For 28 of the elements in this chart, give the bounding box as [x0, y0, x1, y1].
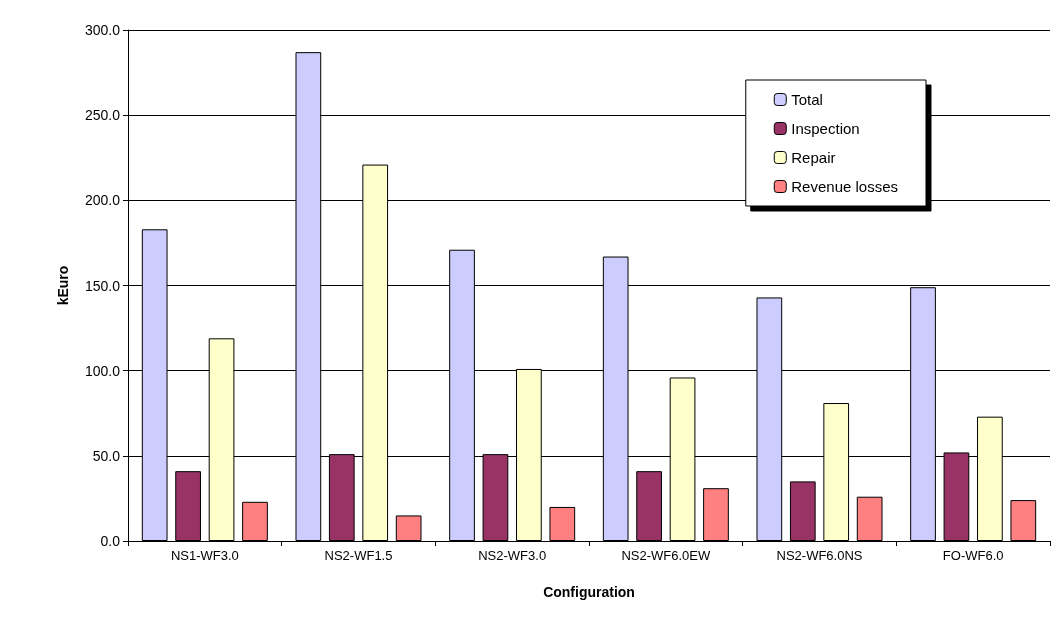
- bar: [789, 481, 816, 541]
- bar: [1010, 500, 1037, 541]
- x-tick-label: NS1-WF3.0: [170, 548, 239, 563]
- legend-label: Total: [791, 91, 823, 108]
- y-tick-label: 0.0: [100, 533, 121, 549]
- y-axis-title: kEuro: [55, 265, 71, 306]
- x-tick-label: FO-WF6.0: [942, 548, 1004, 563]
- bar: [242, 501, 268, 541]
- y-tick-label: 100.0: [84, 362, 121, 379]
- y-tick-label: 150.0: [84, 277, 121, 294]
- y-tick-label: 300.0: [84, 22, 121, 38]
- x-tick-label: NS2-WF6.0EW: [621, 548, 711, 563]
- x-tick-label: NS2-WF6.0NS: [776, 548, 863, 563]
- x-axis-title: Configuration: [543, 584, 635, 600]
- bar: [703, 488, 729, 541]
- bar: [175, 471, 201, 541]
- x-tick-label: NS2-WF3.0: [478, 548, 547, 563]
- y-tick-label: 250.0: [84, 107, 121, 124]
- legend-label: Inspection: [791, 120, 860, 137]
- x-tick-label: NS2-WF1.5: [324, 548, 393, 563]
- bar: [636, 471, 662, 541]
- y-tick-label: 200.0: [84, 192, 121, 209]
- bar: [856, 496, 883, 541]
- bar: [549, 506, 576, 541]
- bar: [395, 515, 422, 541]
- legend-label: Repair: [791, 149, 836, 166]
- y-tick-label: 50.0: [92, 447, 121, 464]
- legend-label: Revenue losses: [791, 178, 899, 195]
